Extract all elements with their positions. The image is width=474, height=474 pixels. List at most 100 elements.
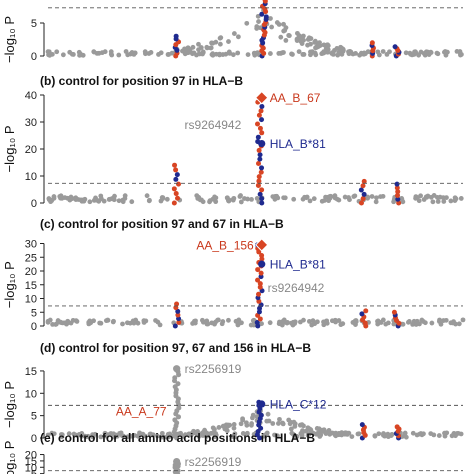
snp-point (146, 198, 152, 204)
snp-point (437, 317, 442, 323)
snp-point (251, 322, 257, 328)
snp-point (454, 431, 460, 436)
snp-point (430, 199, 436, 205)
snp-point (306, 318, 312, 324)
snp-point (422, 320, 428, 326)
top-variant-marker (255, 90, 269, 105)
snp-point (276, 421, 281, 426)
snp-point (391, 197, 397, 202)
snp-point (324, 46, 330, 52)
snp-point (232, 434, 237, 440)
snp-point (98, 193, 104, 199)
y-tick-label: 15 (25, 280, 37, 292)
snp-point (436, 433, 442, 438)
peak-point (257, 191, 263, 197)
snp-point (238, 421, 244, 427)
snp-point (337, 46, 343, 51)
y-tick-label: 10 (25, 171, 37, 183)
snp-point (280, 420, 285, 426)
snp-point (117, 430, 123, 436)
y-tick-label: 25 (25, 252, 37, 264)
snp-point (251, 50, 257, 56)
snp-point (254, 24, 260, 29)
snp-point (268, 16, 273, 21)
snp-point (210, 425, 216, 431)
snp-point (400, 199, 406, 205)
peak-point (254, 121, 260, 127)
top-variant-marker (173, 365, 181, 373)
snp-point (256, 19, 261, 24)
peak-point (173, 176, 179, 182)
snp-point (227, 51, 233, 56)
peak-point (171, 200, 177, 206)
snp-point (240, 416, 245, 422)
peak-point (254, 319, 260, 325)
snp-point (301, 52, 307, 57)
variant-annotation: rs2256919 (185, 455, 242, 469)
snp-point (210, 40, 216, 46)
snp-point (261, 433, 266, 439)
peak-point (361, 178, 367, 184)
snp-point (82, 433, 88, 439)
snp-point (195, 196, 201, 201)
variant-annotation: HLA_C*12 (270, 398, 327, 412)
snp-point (186, 431, 192, 437)
peak-point (258, 108, 264, 114)
snp-point (376, 431, 382, 437)
snp-point (243, 420, 249, 426)
snp-point (46, 52, 51, 58)
snp-point (159, 430, 165, 436)
top-variant-marker (258, 400, 266, 408)
peak-point (257, 125, 263, 131)
snp-point (230, 197, 236, 203)
snp-point (216, 425, 222, 430)
snp-point (405, 319, 411, 325)
snp-point (50, 322, 55, 327)
y-tick-label: 5 (31, 307, 37, 319)
snp-point (326, 198, 332, 204)
snp-point (160, 195, 166, 201)
snp-point (346, 430, 352, 436)
snp-point (321, 50, 327, 56)
snp-point (182, 432, 188, 438)
snp-point (314, 319, 320, 325)
snp-point (321, 42, 327, 48)
snp-point (204, 45, 210, 51)
panel-2: 0 10 20 30 40 AA_B_67 rs9264942 HLA_B*81 (b) con… (2, 74, 464, 210)
snp-point (226, 423, 232, 429)
snp-point (304, 195, 309, 201)
snp-point (325, 42, 330, 48)
snp-point (67, 49, 73, 55)
snp-point (213, 319, 219, 325)
snp-point (306, 35, 312, 41)
snp-point (47, 317, 53, 323)
snp-point (316, 42, 322, 48)
snp-point (315, 430, 321, 436)
snp-point (79, 198, 85, 204)
peak-point (176, 181, 182, 187)
snp-point (275, 195, 281, 201)
snp-point (130, 318, 136, 324)
snp-point (281, 50, 286, 55)
peak-point (173, 167, 179, 173)
snp-point (442, 433, 448, 439)
baseline-points (45, 317, 466, 328)
peak-point (395, 196, 401, 202)
snp-point (321, 319, 326, 325)
snp-point (264, 418, 270, 424)
snp-point (155, 433, 160, 439)
peak-column (392, 44, 402, 59)
snp-point (49, 198, 55, 203)
snp-point (91, 49, 97, 55)
panel-1: 0 5 −log₁₀ P (2, 0, 464, 63)
snp-point (454, 49, 460, 54)
y-tick-label: 40 (25, 90, 37, 102)
peak-point (173, 33, 179, 39)
snp-point (104, 432, 110, 438)
snp-point (158, 50, 164, 56)
snp-point (339, 321, 344, 327)
